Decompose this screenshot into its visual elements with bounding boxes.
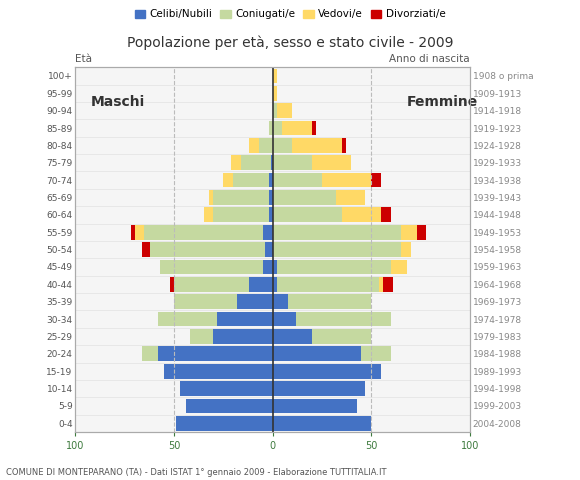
Bar bbox=[273, 156, 312, 170]
Bar bbox=[273, 120, 282, 135]
Bar bbox=[273, 277, 277, 292]
Bar bbox=[273, 173, 322, 188]
Bar bbox=[391, 260, 407, 275]
Bar bbox=[342, 138, 346, 153]
Bar bbox=[143, 347, 158, 361]
Bar bbox=[273, 347, 361, 361]
Bar bbox=[223, 173, 233, 188]
Bar bbox=[143, 242, 150, 257]
Bar bbox=[249, 138, 259, 153]
Text: Popolazione per età, sesso e stato civile - 2009: Popolazione per età, sesso e stato civil… bbox=[127, 36, 453, 50]
Bar bbox=[241, 156, 271, 170]
Bar bbox=[264, 242, 273, 257]
Bar bbox=[213, 329, 273, 344]
Bar bbox=[371, 173, 381, 188]
Bar bbox=[361, 347, 391, 361]
Bar bbox=[263, 225, 273, 240]
Text: Femmine: Femmine bbox=[407, 96, 478, 109]
Bar bbox=[263, 260, 273, 275]
Bar bbox=[231, 156, 241, 170]
Bar bbox=[130, 225, 135, 240]
Bar bbox=[282, 120, 312, 135]
Bar bbox=[269, 190, 273, 205]
Bar bbox=[273, 398, 357, 413]
Bar bbox=[176, 416, 273, 431]
Bar bbox=[273, 294, 288, 309]
Bar bbox=[273, 86, 277, 101]
Bar bbox=[144, 225, 263, 240]
Bar bbox=[273, 103, 277, 118]
Bar bbox=[186, 398, 273, 413]
Bar bbox=[174, 277, 249, 292]
Bar bbox=[135, 225, 144, 240]
Bar bbox=[273, 364, 381, 379]
Bar bbox=[150, 242, 264, 257]
Bar bbox=[312, 329, 371, 344]
Bar bbox=[160, 260, 263, 275]
Bar bbox=[158, 312, 218, 326]
Bar bbox=[383, 277, 393, 292]
Bar bbox=[204, 207, 213, 222]
Bar bbox=[273, 138, 292, 153]
Bar bbox=[416, 225, 426, 240]
Bar bbox=[381, 207, 391, 222]
Bar bbox=[273, 190, 336, 205]
Bar bbox=[259, 138, 273, 153]
Bar bbox=[273, 416, 371, 431]
Bar bbox=[277, 277, 379, 292]
Bar bbox=[213, 207, 269, 222]
Bar bbox=[190, 329, 213, 344]
Legend: Celibi/Nubili, Coniugati/e, Vedovi/e, Divorziati/e: Celibi/Nubili, Coniugati/e, Vedovi/e, Di… bbox=[130, 5, 450, 24]
Text: Età: Età bbox=[75, 54, 92, 63]
Bar bbox=[273, 312, 296, 326]
Bar bbox=[273, 242, 401, 257]
Bar bbox=[342, 207, 381, 222]
Bar bbox=[273, 381, 365, 396]
Bar bbox=[237, 294, 273, 309]
Bar bbox=[170, 277, 174, 292]
Bar bbox=[322, 173, 371, 188]
Bar bbox=[273, 329, 312, 344]
Bar bbox=[164, 364, 273, 379]
Bar bbox=[249, 277, 273, 292]
Bar bbox=[269, 207, 273, 222]
Bar bbox=[277, 260, 391, 275]
Bar bbox=[277, 103, 292, 118]
Bar bbox=[312, 120, 316, 135]
Bar bbox=[158, 347, 273, 361]
Text: Anno di nascita: Anno di nascita bbox=[389, 54, 470, 63]
Bar bbox=[269, 173, 273, 188]
Text: COMUNE DI MONTEPARANO (TA) - Dati ISTAT 1° gennaio 2009 - Elaborazione TUTTITALI: COMUNE DI MONTEPARANO (TA) - Dati ISTAT … bbox=[6, 468, 386, 477]
Bar bbox=[336, 190, 365, 205]
Bar bbox=[174, 294, 237, 309]
Bar bbox=[233, 173, 269, 188]
Bar bbox=[218, 312, 273, 326]
Bar bbox=[292, 138, 342, 153]
Bar bbox=[273, 69, 277, 83]
Bar bbox=[273, 225, 401, 240]
Bar bbox=[296, 312, 391, 326]
Bar bbox=[401, 225, 416, 240]
Bar bbox=[213, 190, 269, 205]
Bar bbox=[312, 156, 351, 170]
Bar bbox=[288, 294, 371, 309]
Bar bbox=[269, 120, 273, 135]
Bar bbox=[271, 156, 273, 170]
Bar bbox=[379, 277, 383, 292]
Text: Maschi: Maschi bbox=[91, 96, 146, 109]
Bar bbox=[209, 190, 213, 205]
Bar bbox=[401, 242, 411, 257]
Bar bbox=[273, 207, 342, 222]
Bar bbox=[273, 260, 277, 275]
Bar bbox=[180, 381, 273, 396]
